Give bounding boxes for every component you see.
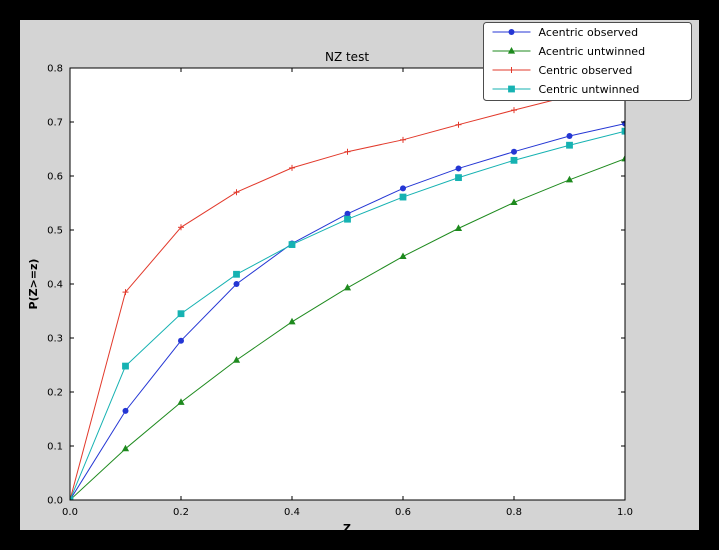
legend-item-centric-untwinned: Centric untwinned (492, 83, 640, 96)
legend-item-acentric-untwinned: Acentric untwinned (492, 45, 646, 58)
legend-item-acentric-observed: Acentric observed (492, 26, 639, 39)
data-point-triangle (177, 398, 185, 405)
y-tick-label: 0.2 (47, 388, 63, 399)
x-axis-label: Z (343, 522, 351, 535)
legend-box (483, 22, 692, 101)
data-point-square (288, 241, 296, 248)
x-tick-label: 0.8 (506, 507, 522, 518)
data-point-square (510, 156, 518, 164)
data-point-triangle (288, 317, 296, 325)
data-point-triangle (621, 154, 625, 162)
data-point-circle (233, 281, 240, 287)
data-point-triangle (454, 224, 463, 231)
data-point-triangle (507, 47, 516, 54)
legend-item-centric-observed: Centric observed (492, 64, 633, 77)
data-point-triangle (399, 252, 407, 260)
data-point-square (233, 270, 240, 278)
data-point-square (566, 141, 573, 149)
x-tick-label: 0.0 (62, 507, 78, 518)
y-tick-label: 0.4 (47, 280, 63, 291)
data-point-circle (566, 133, 573, 140)
data-point-square (399, 193, 407, 201)
data-point-circle (511, 148, 517, 155)
data-point-circle (508, 29, 515, 35)
data-point-square (621, 127, 625, 135)
x-tick-label: 1.0 (617, 507, 633, 518)
data-point-square (70, 496, 74, 500)
data-point-circle (178, 337, 184, 344)
legend-label: Acentric untwinned (539, 45, 646, 58)
data-point-square (508, 85, 515, 93)
data-point-triangle (565, 175, 574, 183)
data-point-circle (455, 165, 462, 172)
y-tick-label: 0.1 (47, 442, 63, 453)
data-point-triangle (232, 356, 241, 363)
legend: Acentric observed Acentric untwinned Centr… (483, 22, 692, 101)
y-tick-label: 0.8 (47, 64, 63, 75)
data-point-triangle (121, 444, 130, 452)
x-tick-label: 0.6 (395, 507, 411, 518)
data-point-square (344, 215, 351, 223)
x-tick-label: 0.4 (284, 507, 300, 518)
data-point-square (455, 174, 462, 182)
chart-title: NZ test (325, 50, 369, 64)
tick-layer: 0.0 0.2 0.4 0.6 0.8 1.0 0.0 0.1 0.2 0.3 0.4 0.5 0.6 0… (47, 64, 633, 519)
data-point-square (177, 310, 185, 318)
y-tick-label: 0.0 (47, 496, 63, 507)
x-tick-label: 0.2 (173, 507, 189, 518)
y-tick-label: 0.6 (47, 172, 63, 183)
y-tick-label: 0.7 (47, 118, 63, 129)
data-point-triangle (343, 283, 352, 291)
series-layer (70, 78, 625, 500)
data-point-circle (122, 407, 129, 414)
data-point-circle (344, 210, 351, 217)
data-point-square (122, 362, 129, 370)
y-axis-label: P(Z>=z) (27, 259, 40, 310)
data-point-circle (400, 185, 406, 192)
legend-label: Centric observed (539, 64, 633, 77)
legend-label: Acentric observed (539, 26, 639, 39)
legend-label: Centric untwinned (539, 83, 640, 96)
y-tick-label: 0.5 (47, 226, 63, 237)
data-point-triangle (510, 198, 518, 206)
y-tick-label: 0.3 (47, 334, 63, 345)
